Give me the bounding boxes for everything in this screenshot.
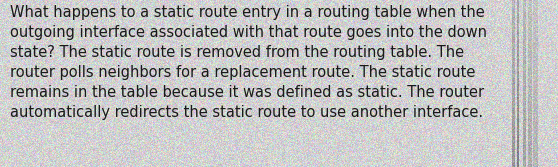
Text: What happens to a static route entry in a routing table when the
outgoing interf: What happens to a static route entry in … <box>10 5 487 120</box>
